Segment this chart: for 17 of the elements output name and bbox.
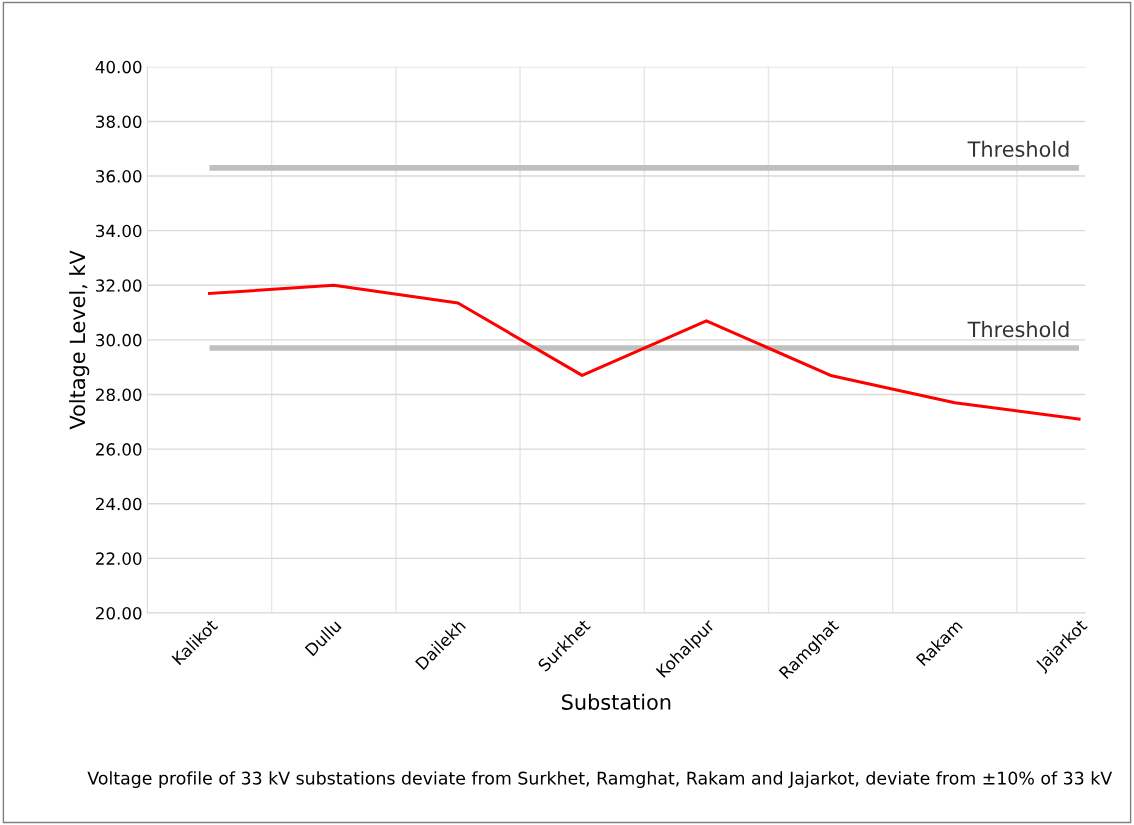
y-tick-label: 22.00 — [96, 552, 142, 565]
y-tick-label: 24.00 — [96, 497, 142, 511]
y-tick-label: 30.00 — [96, 333, 142, 347]
x-axis-title: Substation — [562, 693, 671, 710]
y-axis-title: Voltage Level, kV — [69, 250, 90, 430]
text: Voltage profile of 33 kV substations deviate from Surkhet, Ramghat, Rakam and Jajarkot, deviate from ±10% of 33 kV — [87, 771, 1113, 789]
y-tick-label: 38.00 — [96, 115, 142, 129]
y-tick-label: 32.00 — [96, 279, 142, 292]
y-tick-label: 34.00 — [96, 224, 142, 238]
line-series — [208, 283, 1081, 421]
y-tick-label: 40.00 — [95, 60, 142, 74]
y-tick-label: 20.00 — [96, 606, 142, 620]
y-tick-label: 26.00 — [96, 443, 142, 456]
y-tick-label: 36.00 — [96, 170, 142, 183]
y-tick-label: 28.00 — [96, 388, 142, 402]
ref-line-label: Threshold — [967, 321, 1069, 338]
ref-line-label: Threshold — [967, 140, 1069, 157]
